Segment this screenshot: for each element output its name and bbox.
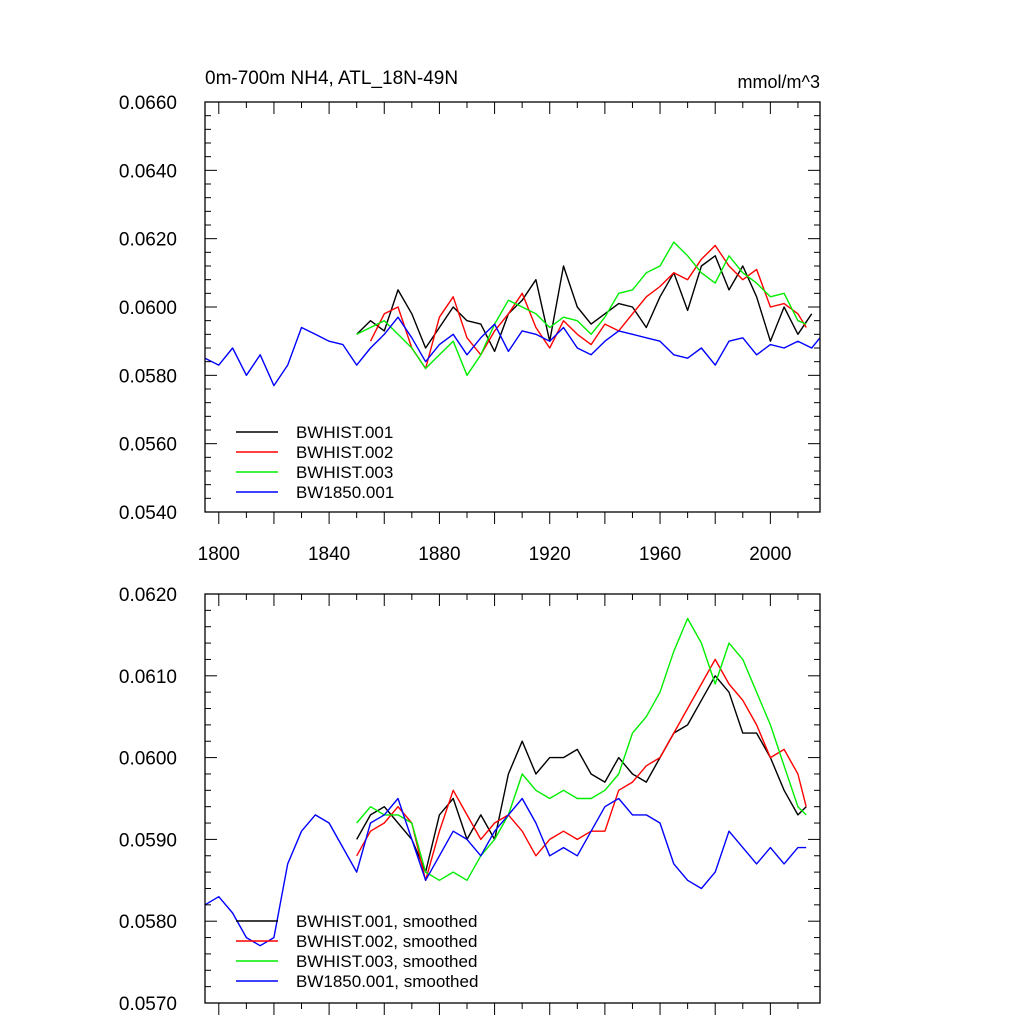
y-tick-label: 0.0660 bbox=[119, 93, 177, 114]
y-tick-label: 0.0580 bbox=[119, 912, 177, 933]
panel-1-series-lines bbox=[204, 241, 821, 387]
y-tick-label: 0.0620 bbox=[119, 585, 177, 606]
y-tick-label: 0.0600 bbox=[119, 298, 177, 319]
series-line-2-2 bbox=[356, 658, 807, 881]
panel-1-plot: 0.0540 0.0560 0.0580 0.0600 0.0620 0.0640 0.06… bbox=[119, 93, 821, 565]
panel-1-title: 0m-700m NH4, ATL_18N-49N bbox=[205, 68, 458, 89]
legend-label: BWHIST.003 bbox=[296, 463, 393, 482]
series-line-2-1 bbox=[356, 675, 807, 873]
y-tick-label: 0.0640 bbox=[119, 161, 177, 182]
series-line-2-3 bbox=[356, 617, 807, 881]
x-tick-label: 1840 bbox=[308, 544, 350, 565]
plot-frame bbox=[204, 593, 821, 1004]
panel-1-axes: 0.0540 0.0560 0.0580 0.0600 0.0620 0.0640 0.06… bbox=[119, 93, 821, 565]
y-tick-label: 0.0600 bbox=[119, 749, 177, 770]
panel-2-axes: 0.0570 0.0580 0.0590 0.0600 0.0610 0.0620 bbox=[119, 585, 821, 1015]
legend-label: BWHIST.001 bbox=[296, 423, 393, 442]
legend-label: BWHIST.002 bbox=[296, 443, 393, 462]
x-tick-label: 1960 bbox=[639, 544, 681, 565]
y-tick-label: 0.0580 bbox=[119, 366, 177, 387]
legend-label: BWHIST.002, smoothed bbox=[296, 932, 477, 951]
series-line-1-4 bbox=[204, 316, 821, 387]
panel-2-series-lines bbox=[204, 617, 807, 947]
x-tick-label: 1920 bbox=[529, 544, 571, 565]
y-tick-label: 0.0620 bbox=[119, 230, 177, 251]
legend-label: BWHIST.003, smoothed bbox=[296, 952, 477, 971]
y-tick-label: 0.0610 bbox=[119, 667, 177, 688]
series-line-2-4 bbox=[204, 797, 807, 947]
y-tick-label: 0.0540 bbox=[119, 503, 177, 524]
series-line-1-2 bbox=[369, 244, 807, 370]
legend-label: BWHIST.001, smoothed bbox=[296, 912, 477, 931]
series-line-1-3 bbox=[356, 241, 807, 376]
x-tick-label: 1880 bbox=[418, 544, 460, 565]
y-tick-label: 0.0560 bbox=[119, 435, 177, 456]
legend-label: BW1850.001 bbox=[296, 483, 394, 502]
panel-1-units: mmol/m^3 bbox=[738, 72, 820, 92]
x-tick-label: 1800 bbox=[198, 544, 240, 565]
y-tick-label: 0.0570 bbox=[119, 994, 177, 1015]
panel-2-plot: 0.0570 0.0580 0.0590 0.0600 0.0610 0.0620 BWH… bbox=[119, 585, 821, 1015]
series-line-1-1 bbox=[356, 255, 813, 353]
x-tick-label: 2000 bbox=[749, 544, 791, 565]
legend-label: BW1850.001, smoothed bbox=[296, 972, 478, 991]
y-tick-label: 0.0590 bbox=[119, 830, 177, 851]
